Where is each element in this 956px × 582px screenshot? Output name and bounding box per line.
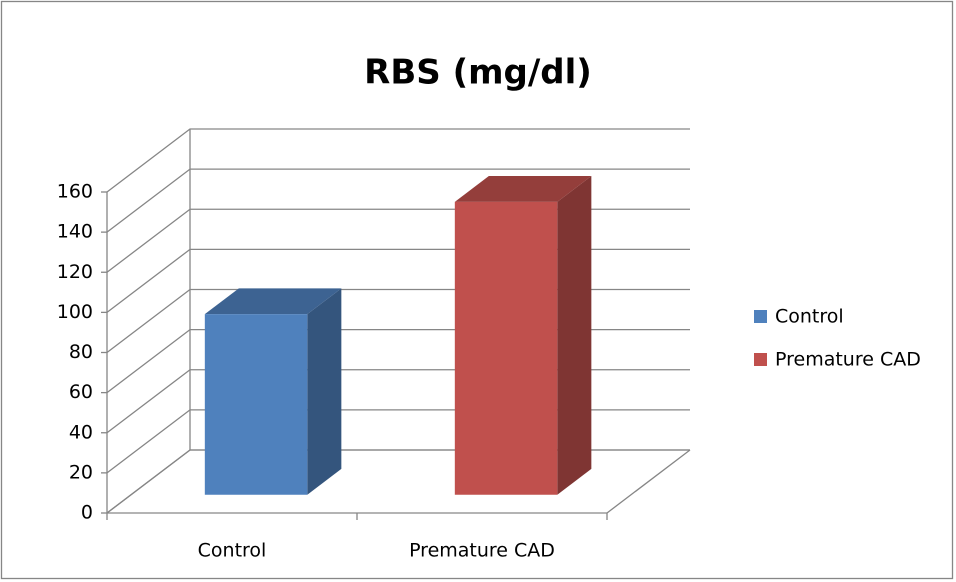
chart-title: RBS (mg/dl) xyxy=(364,53,592,93)
y-tick-label: 80 xyxy=(69,341,93,363)
y-tick-label: 140 xyxy=(57,221,93,243)
y-tick-label: 60 xyxy=(69,381,93,403)
legend-swatch xyxy=(754,310,767,323)
y-tick-label: 100 xyxy=(57,301,93,323)
y-tick-label: 20 xyxy=(69,461,93,483)
bar xyxy=(454,201,558,495)
x-tick-label: Control xyxy=(198,540,267,562)
bar-side xyxy=(557,175,592,495)
floor-edge xyxy=(606,449,691,514)
bar-top xyxy=(454,175,592,202)
y-tick-label: 120 xyxy=(57,261,93,283)
grid-line xyxy=(106,128,690,193)
bar-side xyxy=(307,288,342,495)
legend-swatch xyxy=(754,353,767,366)
grid-line xyxy=(106,168,690,233)
bar-top xyxy=(204,288,342,315)
y-tick-label: 0 xyxy=(81,502,93,524)
y-tick-label: 160 xyxy=(57,181,93,203)
legend-label: Premature CAD xyxy=(775,349,921,371)
bar xyxy=(204,314,308,495)
y-tick-label: 40 xyxy=(69,421,93,443)
legend-label: Control xyxy=(775,306,844,328)
x-tick-label: Premature CAD xyxy=(409,540,555,562)
